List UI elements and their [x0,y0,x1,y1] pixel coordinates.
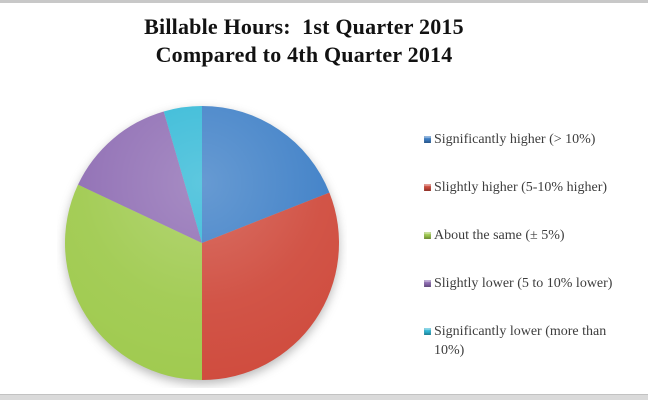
legend-swatch-icon [424,328,431,335]
chart-title-line2: Compared to 4th Quarter 2014 [155,42,453,67]
legend-item-label: Significantly higher (> 10%) [434,132,596,147]
legend-item: About the same (± 5%) [424,226,636,245]
legend: Significantly higher (> 10%) Slightly hig… [424,130,636,389]
legend-item: Slightly higher (5-10% higher) [424,178,636,197]
legend-item-label: Slightly higher (5-10% higher) [434,180,608,195]
legend-item-label: Slightly lower (5 to 10% lower) [434,276,613,291]
legend-swatch-icon [424,232,431,239]
chart-title-line1: Billable Hours: 1st Quarter 2015 [144,14,464,39]
legend-swatch-icon [424,280,431,287]
legend-item: Significantly higher (> 10%) [424,130,636,149]
pie-sheen-overlay [65,106,339,380]
top-frame-bar [0,0,648,3]
legend-item-label: Significantly lower (more than 10%) [434,324,607,358]
legend-item: Slightly lower (5 to 10% lower) [424,274,636,293]
legend-item-label: About the same (± 5%) [434,228,565,243]
bottom-frame-bar [0,394,648,400]
pie-svg [65,106,339,380]
legend-swatch-icon [424,184,431,191]
chart-title: Billable Hours: 1st Quarter 2015 Compare… [0,13,608,69]
legend-item: Significantly lower (more than 10%) [424,322,636,360]
legend-swatch-icon [424,136,431,143]
pie-chart [57,98,347,388]
